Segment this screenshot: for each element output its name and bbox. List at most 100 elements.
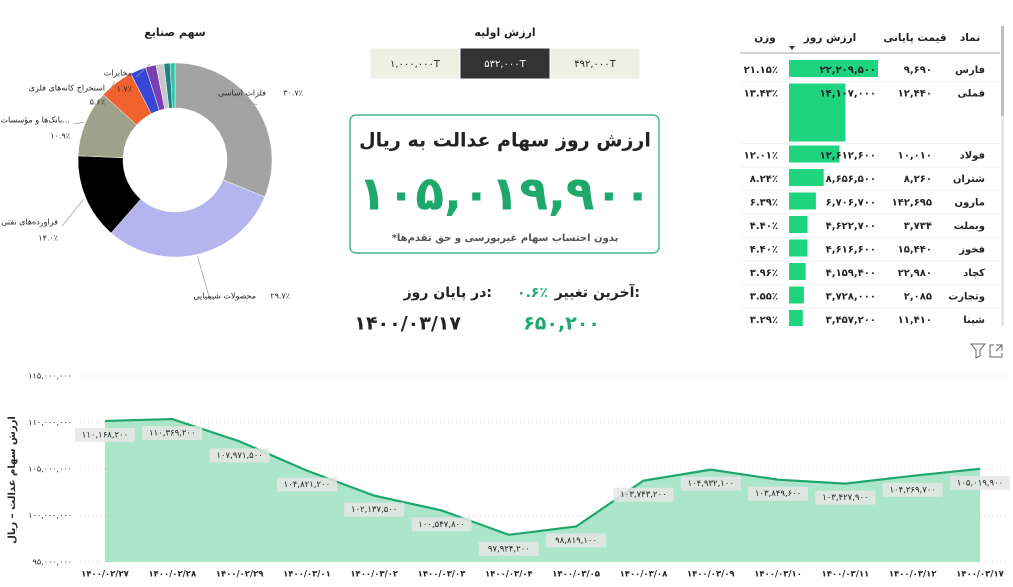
data-label-box [680,476,741,491]
column-header[interactable]: نماد [960,32,980,44]
data-label: ۱۰۲,۱۳۷,۵۰۰ [351,505,398,515]
y-axis-title: ارزش سهام عدالت – ریال [7,416,18,544]
value-cell: ۳,۴۵۷,۲۰۰ [826,315,876,326]
value-cell: ۶.۳۹٪ [750,197,778,208]
card-title: ارزش روز سهام عدالت به ریال [359,130,651,152]
data-label: ۱۱۰,۱۶۸,۲۰۰ [82,430,129,440]
value-cell: ۸,۶۵۶,۵۰۰ [826,174,876,185]
value-cell: ۳,۷۳۴ [904,221,932,232]
sort-arrow[interactable] [789,46,795,50]
area-fill [105,419,980,562]
data-label-box [882,482,943,497]
data-bar [789,60,878,77]
data-label-box [344,502,405,517]
column-header[interactable]: ارزش روز [803,32,856,44]
value-cell: ۱۲,۴۴۰ [898,89,932,100]
data-bar [789,286,804,304]
data-label: ۱۰۳,۴۲۷,۹۰۰ [822,493,869,503]
data-label-box [950,475,1010,490]
data-label: ۱۰۴,۹۳۲,۱۰۰ [688,479,735,489]
data-bar [789,334,800,351]
data-label-box [815,490,876,505]
value-cell: ۲,۶۹۶,۴۰۰ [826,338,876,349]
value-cell: ۳.۲۹٪ [750,315,778,326]
data-bar [789,169,824,186]
scrollbar[interactable] [1001,26,1004,326]
slicer-option[interactable]: ۵۳۲,۰۰۰T [484,59,526,70]
data-label-box [613,487,674,502]
pie-value-label: ۳۰.۷٪ [283,89,303,98]
card-value: ۱۰۵,۰۱۹,۹۰۰ [358,167,652,222]
data-bar [789,192,816,210]
pie-value-label: ۵.۶٪ [90,98,105,107]
pie-value-label: ۱۰.۹٪ [50,132,70,141]
slicer-option[interactable]: ۴۹۲,۰۰۰T [574,59,616,70]
value-cell: ۲.۸۷٪ [750,338,778,349]
slicer-button[interactable] [459,47,551,80]
data-bar [789,310,803,326]
data-label: ۱۱۰,۳۶۹,۲۰۰ [149,429,196,439]
x-tick-label: ۱۴۰۰/۰۳/۰۹ [687,570,736,580]
value-cell: ۲۲,۹۸۰ [898,268,932,279]
slicer-option[interactable]: ۱,۰۰۰,۰۰۰T [390,59,441,70]
leader-line [108,81,116,93]
pie-segment[interactable] [169,62,176,109]
column-header[interactable]: قیمت پایانی [883,32,946,44]
leader-line [61,198,85,227]
x-tick-label: ۱۴۰۰/۰۲/۲۷ [81,570,130,580]
data-label-box [276,477,337,492]
x-tick-label: ۱۴۰۰/۰۲/۲۸ [148,570,197,580]
value-cell: ۴,۱۵۹,۴۰۰ [826,268,876,279]
pie-segment[interactable] [110,179,265,258]
value-cell: ۱,۹۲۶ [904,338,932,349]
data-label: ۱۰۳,۷۴۳,۲۰۰ [620,490,667,500]
leader-line [233,96,258,106]
value-cell: ۸.۲۴٪ [750,174,778,185]
change-label: آخرین تغییر: [554,283,640,301]
data-label-box [209,448,270,463]
data-label-box [142,426,203,441]
symbol-cell: فملی [958,89,985,100]
value-cell: ۸,۲۶۰ [904,174,932,185]
x-tick-label: ۱۴۰۰/۰۳/۱۷ [956,570,1005,580]
focus-icon[interactable] [989,344,1003,358]
x-tick-label: ۱۴۰۰/۰۳/۱۲ [889,570,938,580]
value-cell: ۱۰,۰۱۰ [898,150,932,161]
slicer-title: ارزش اولیه [474,26,535,39]
data-label-box [478,541,539,556]
value-cell: ۱۱,۴۱۰ [898,315,932,326]
slicer-button[interactable] [549,47,641,80]
value-cell: ۳.۵۵٪ [750,291,778,302]
symbol-cell: فولاد [960,150,985,161]
data-label: ۹۷,۹۲۴,۲۰۰ [488,544,530,554]
scroll-thumb[interactable] [1001,26,1004,116]
filter-icon[interactable] [969,343,987,359]
date-value: ۱۴۰۰/۰۳/۱۷ [354,313,461,335]
value-cell: ۳.۹۶٪ [750,268,778,279]
data-bar [789,263,806,280]
table: نماد قیمت پایانی ارزش روز وزن فارس ۹,۶۹۰ ۲۲,۲۰… [740,32,1000,351]
pie-category-label: استخراج کانه‌های فلزی [29,84,105,93]
value-cell: ۳,۷۲۸,۰۰۰ [826,291,876,302]
symbol-cell: وبملت [954,221,985,232]
x-tick-label: ۱۴۰۰/۰۳/۰۳ [418,570,467,580]
symbol-cell: کچاد [963,268,985,279]
value-cell: ۲۲,۲۰۹,۵۰۰ [820,65,876,76]
value-cell: ۴,۶۱۶,۶۰۰ [826,244,876,255]
y-tick-label: ۱۱۵,۰۰۰,۰۰۰ [28,372,72,381]
data-bar [789,145,840,163]
data-bar [789,83,846,142]
symbol-cell: وتجارت [948,291,985,302]
column-header[interactable]: وزن [754,32,776,44]
data-label-box [75,427,135,442]
data-label-box [748,486,809,501]
value-cell: ۱۴,۱۰۷,۰۰۰ [820,89,876,100]
data-label: ۱۰۴,۲۶۹,۷۰۰ [889,485,936,495]
pie-segment[interactable] [174,62,273,198]
value-cell: ۴.۴۰٪ [750,221,778,232]
y-tick-label: ۹۵,۰۰۰,۰۰۰ [33,558,72,567]
x-tick-label: ۱۴۰۰/۰۳/۰۸ [620,570,669,580]
data-label: ۱۰۴,۸۲۱,۲۰۰ [284,480,331,490]
